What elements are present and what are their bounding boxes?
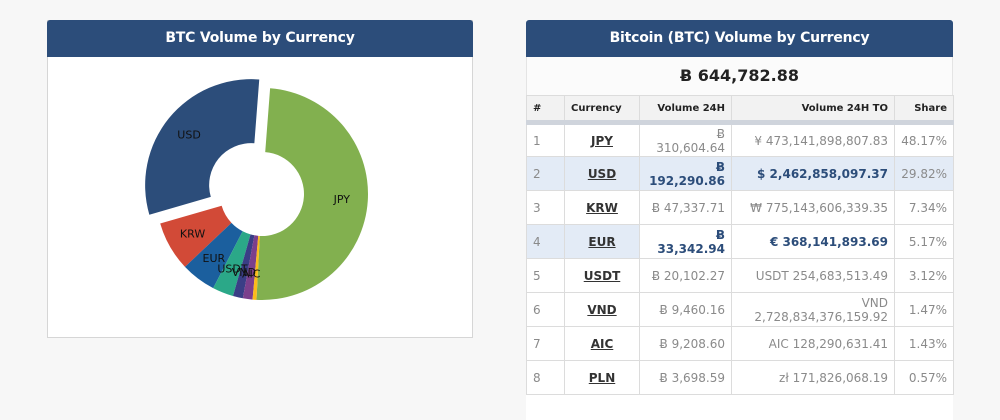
row-volume-to: € 368,141,893.69 bbox=[731, 224, 895, 259]
table-row: 6 VND Ƀ 9,460.16 VND 2,728,834,376,159.9… bbox=[526, 292, 954, 327]
chart-panel-title: BTC Volume by Currency bbox=[47, 20, 473, 57]
donut-label-jpy: JPY bbox=[333, 193, 351, 206]
table-row: 1 JPY Ƀ 310,604.64 ¥ 473,141,898,807.83 … bbox=[526, 122, 954, 157]
row-volume: Ƀ 192,290.86 bbox=[639, 156, 732, 191]
row-rank: 6 bbox=[526, 292, 565, 327]
table-row: 2 USD Ƀ 192,290.86 $ 2,462,858,097.37 29… bbox=[526, 156, 954, 191]
row-rank: 3 bbox=[526, 190, 565, 225]
total-volume: Ƀ 644,782.88 bbox=[526, 57, 953, 95]
currency-link[interactable]: USD bbox=[587, 166, 617, 181]
table-header-row: # Currency Volume 24H Volume 24H TO Shar… bbox=[526, 95, 954, 125]
currency-link[interactable]: PLN bbox=[588, 370, 616, 385]
row-rank: 4 bbox=[526, 224, 565, 259]
row-volume: Ƀ 9,208.60 bbox=[639, 326, 732, 361]
row-share: 1.47% bbox=[894, 292, 954, 327]
table-row: 8 PLN Ƀ 3,698.59 zł 171,826,068.19 0.57% bbox=[526, 360, 954, 395]
row-volume-to: VND 2,728,834,376,159.92 bbox=[731, 292, 895, 327]
volume-table: # Currency Volume 24H Volume 24H TO Shar… bbox=[526, 95, 954, 395]
donut-label-vnd: VND bbox=[232, 266, 256, 279]
currency-link[interactable]: USDT bbox=[583, 268, 621, 283]
column-header-rank[interactable]: # bbox=[526, 95, 565, 125]
donut-slice-eur[interactable] bbox=[184, 222, 243, 289]
donut-label-usd: USD bbox=[177, 129, 201, 142]
donut-label-eur: EUR bbox=[203, 252, 226, 265]
row-share: 1.43% bbox=[894, 326, 954, 361]
row-volume: Ƀ 310,604.64 bbox=[639, 122, 732, 157]
table-panel-title: Bitcoin (BTC) Volume by Currency bbox=[526, 20, 953, 57]
table-row: 4 EUR Ƀ 33,342.94 € 368,141,893.69 5.17% bbox=[526, 224, 954, 259]
row-share: 3.12% bbox=[894, 258, 954, 293]
chart-panel: BTC Volume by Currency JPY USD KRW EUR USDT V… bbox=[47, 20, 473, 338]
donut-slice-jpy[interactable] bbox=[256, 88, 368, 300]
row-share: 48.17% bbox=[894, 122, 954, 157]
currency-link[interactable]: KRW bbox=[586, 200, 618, 215]
row-volume: Ƀ 33,342.94 bbox=[639, 224, 732, 259]
row-rank: 1 bbox=[526, 122, 565, 157]
donut-slice-usdt[interactable] bbox=[213, 231, 251, 296]
currency-link[interactable]: EUR bbox=[588, 234, 616, 249]
currency-link[interactable]: AIC bbox=[590, 336, 614, 351]
row-volume-to: $ 2,462,858,097.37 bbox=[731, 156, 895, 191]
row-volume: Ƀ 47,337.71 bbox=[639, 190, 732, 225]
table-row: 5 USDT Ƀ 20,102.27 USDT 254,683,513.49 3… bbox=[526, 258, 954, 293]
table-panel: Bitcoin (BTC) Volume by Currency Ƀ 644,7… bbox=[526, 20, 954, 420]
row-rank: 7 bbox=[526, 326, 565, 361]
row-volume: Ƀ 20,102.27 bbox=[639, 258, 732, 293]
donut-slice-usd[interactable] bbox=[145, 79, 260, 215]
donut-label-aic: AIC bbox=[242, 267, 261, 280]
column-header-currency[interactable]: Currency bbox=[564, 95, 640, 125]
row-rank: 5 bbox=[526, 258, 565, 293]
row-volume-to: USDT 254,683,513.49 bbox=[731, 258, 895, 293]
donut-label-usdt: USDT bbox=[217, 262, 248, 275]
table-row: 3 KRW Ƀ 47,337.71 ₩ 775,143,606,339.35 7… bbox=[526, 190, 954, 225]
row-share: 5.17% bbox=[894, 224, 954, 259]
donut-slice-pln[interactable] bbox=[252, 235, 260, 300]
row-volume-to: AIC 128,290,631.41 bbox=[731, 326, 895, 361]
column-header-volume[interactable]: Volume 24H bbox=[639, 95, 732, 125]
row-volume-to: ₩ 775,143,606,339.35 bbox=[731, 190, 895, 225]
row-volume: Ƀ 9,460.16 bbox=[639, 292, 732, 327]
row-volume-to: zł 171,826,068.19 bbox=[731, 360, 895, 395]
row-volume: Ƀ 3,698.59 bbox=[639, 360, 732, 395]
row-rank: 8 bbox=[526, 360, 565, 395]
row-share: 0.57% bbox=[894, 360, 954, 395]
row-share: 29.82% bbox=[894, 156, 954, 191]
row-volume-to: ¥ 473,141,898,807.83 bbox=[731, 122, 895, 157]
table-row: 7 AIC Ƀ 9,208.60 AIC 128,290,631.41 1.43… bbox=[526, 326, 954, 361]
donut-label-krw: KRW bbox=[180, 228, 205, 241]
row-rank: 2 bbox=[526, 156, 565, 191]
column-header-share[interactable]: Share bbox=[894, 95, 954, 125]
donut-slice-aic[interactable] bbox=[242, 235, 259, 300]
donut-slice-vnd[interactable] bbox=[233, 234, 255, 299]
currency-link[interactable]: JPY bbox=[591, 133, 613, 148]
currency-link[interactable]: VND bbox=[587, 302, 617, 317]
donut-slice-krw[interactable] bbox=[160, 205, 232, 267]
row-share: 7.34% bbox=[894, 190, 954, 225]
column-header-volume-to[interactable]: Volume 24H TO bbox=[731, 95, 895, 125]
